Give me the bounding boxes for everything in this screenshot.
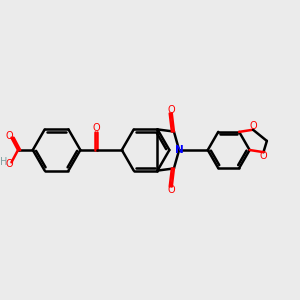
Text: O: O xyxy=(168,104,176,115)
Text: H: H xyxy=(0,157,8,167)
Text: N: N xyxy=(175,145,184,155)
Text: O: O xyxy=(260,151,267,161)
Text: O: O xyxy=(5,160,13,170)
Text: O: O xyxy=(168,185,176,196)
Text: O: O xyxy=(249,121,257,131)
Text: O: O xyxy=(5,130,13,140)
Text: O: O xyxy=(93,123,100,133)
